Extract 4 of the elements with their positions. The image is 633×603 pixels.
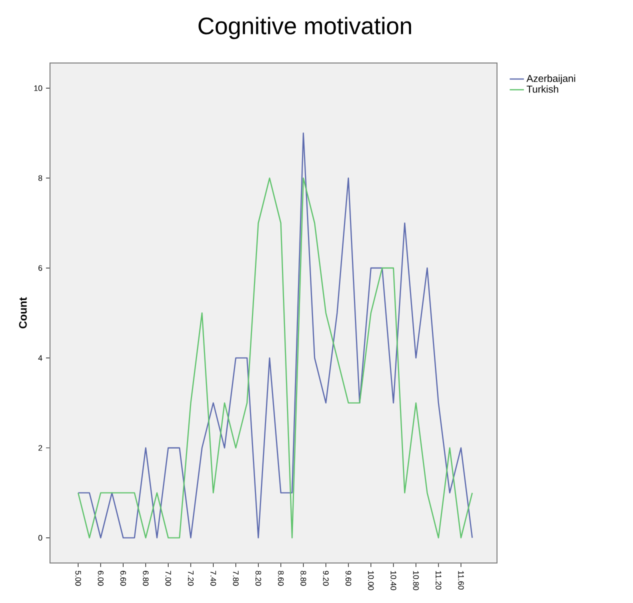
chart-title: Cognitive motivation <box>198 16 412 40</box>
legend-label: Azerbaijani <box>526 74 576 84</box>
legend-label: Turkish <box>526 85 558 93</box>
y-axis-title: Count <box>19 297 27 328</box>
